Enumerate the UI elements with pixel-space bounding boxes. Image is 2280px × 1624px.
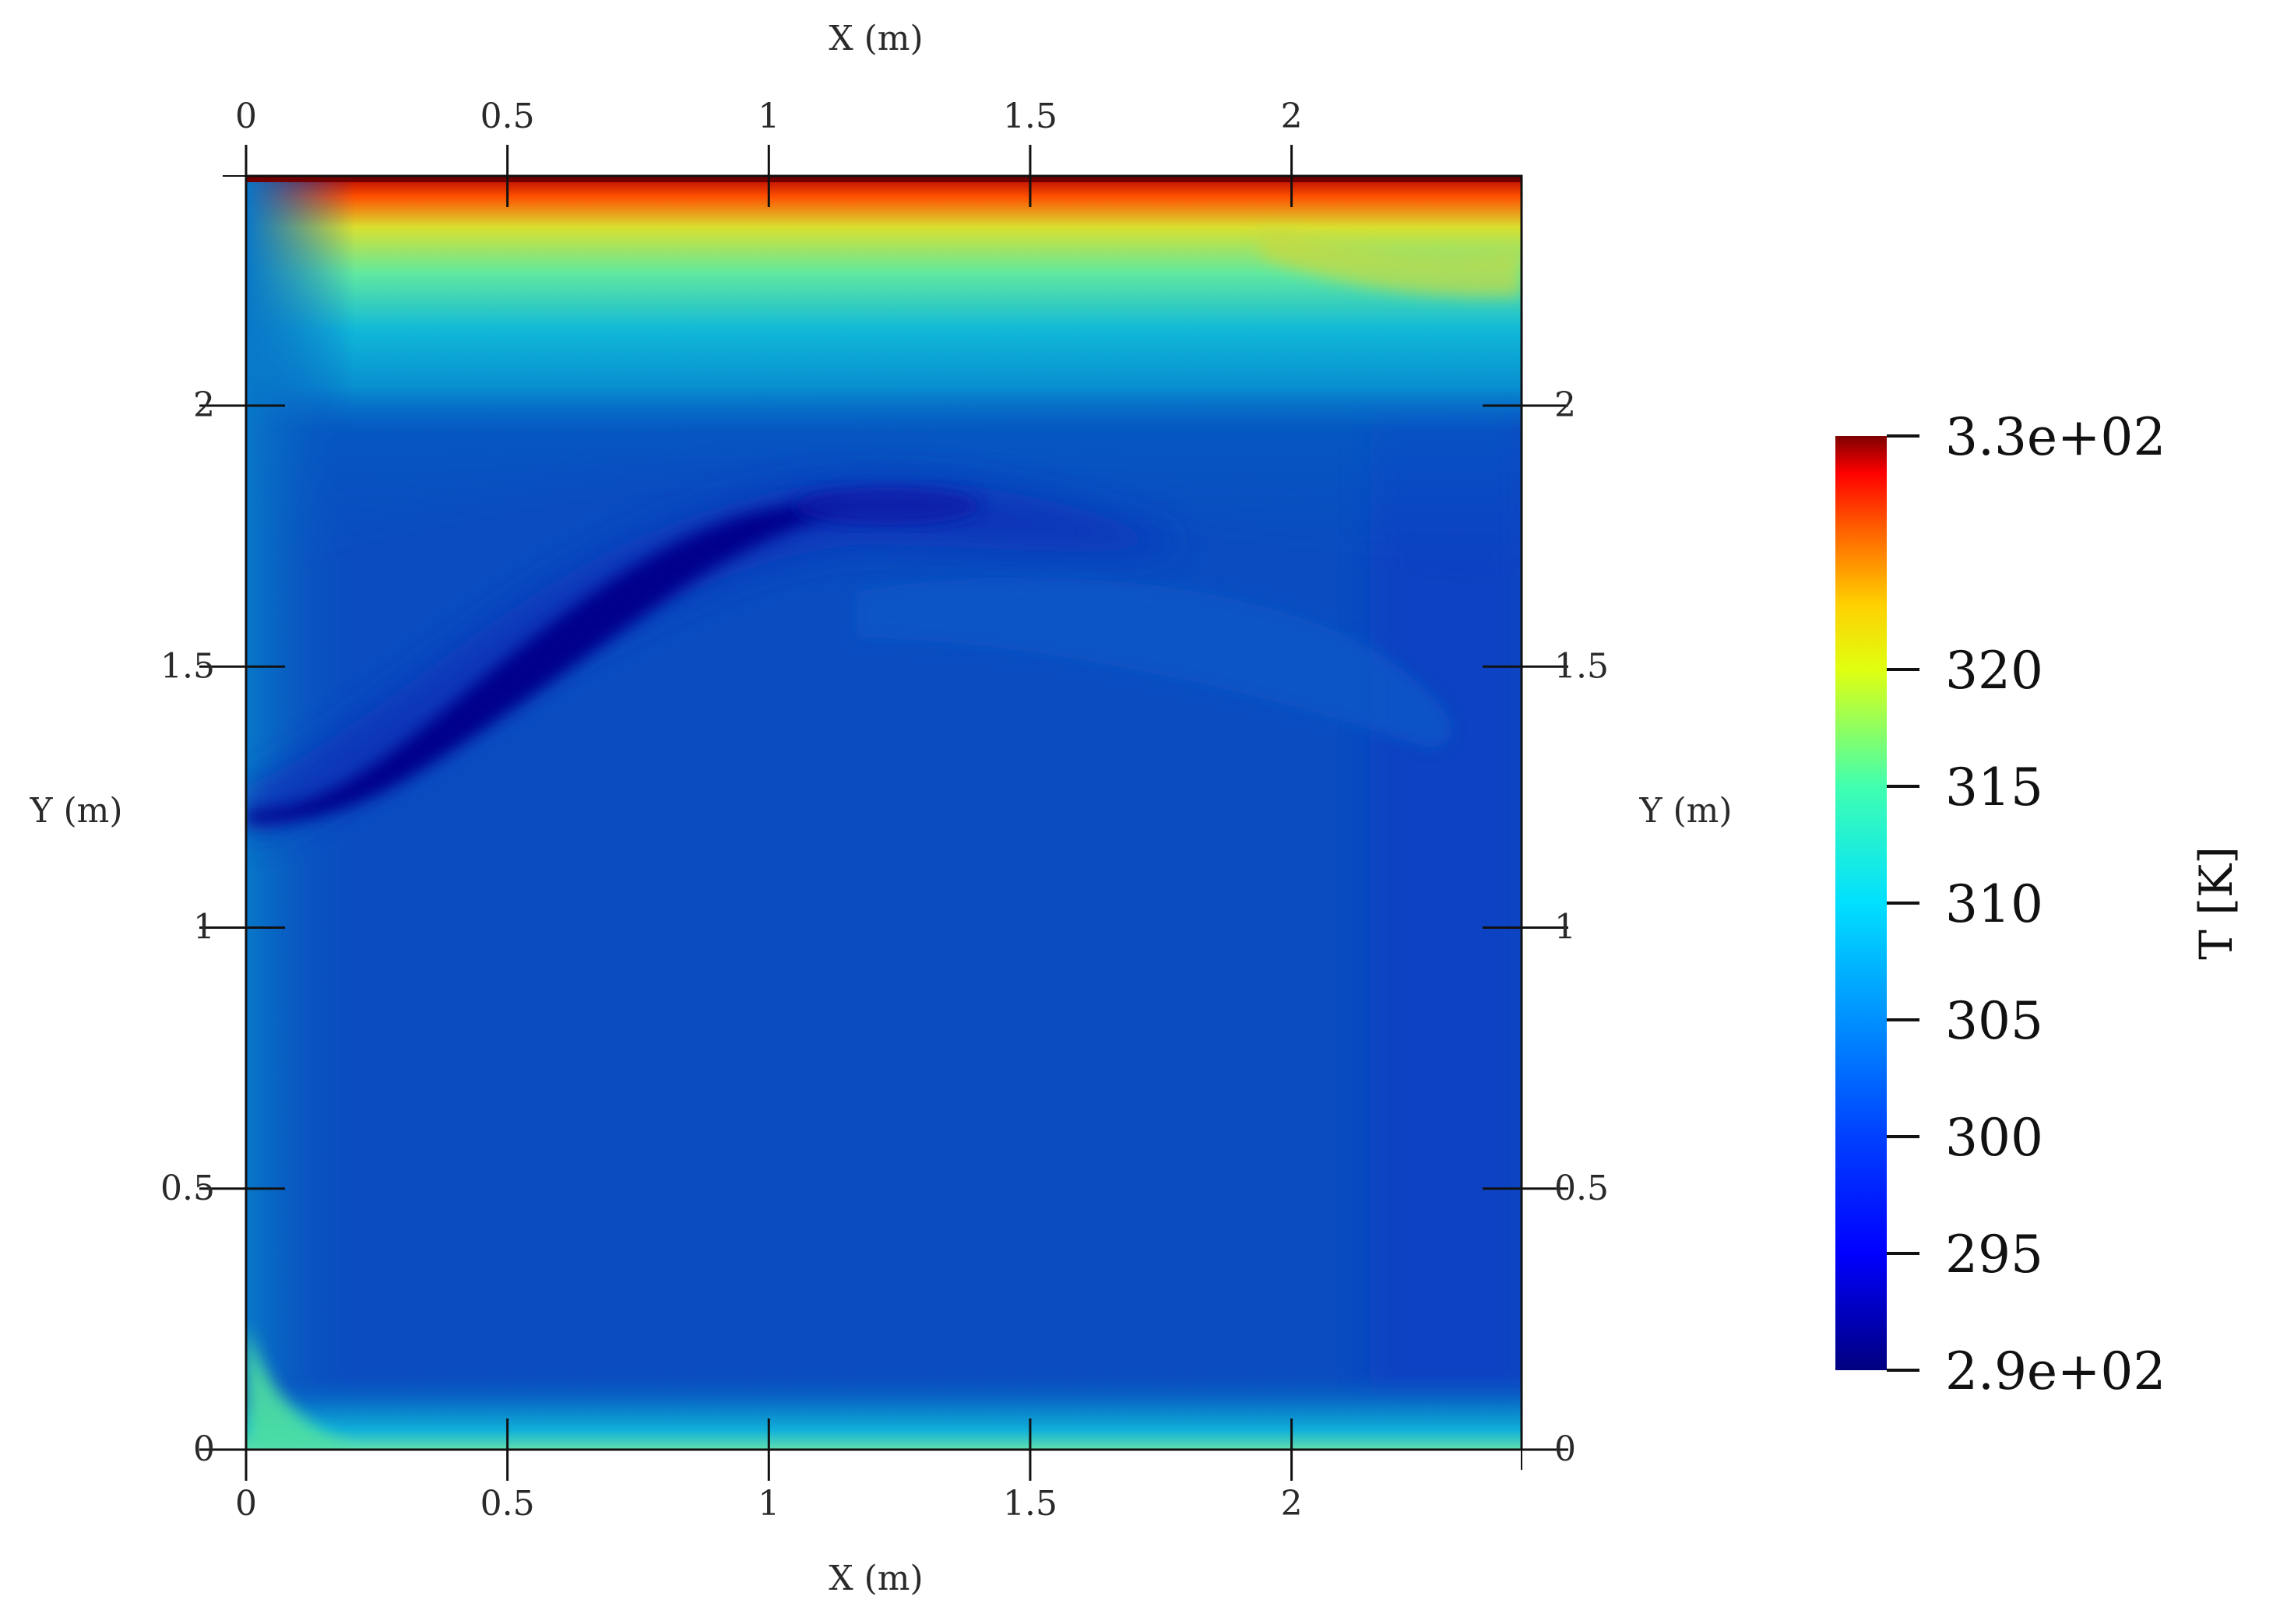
colorbar-tick-label: 2.9e+02 <box>1945 1341 2166 1401</box>
colorbar-title: T [K] <box>2190 846 2243 960</box>
y-left-tick-label: 1 <box>193 908 215 947</box>
y-right-tick-label: 0.5 <box>1554 1169 1609 1208</box>
colorbar-tick-label: 310 <box>1945 874 2043 934</box>
colorbar-tick-label: 305 <box>1945 991 2043 1051</box>
x-axis-title-top: X (m) <box>829 19 923 58</box>
y-axis-title-left: Y (m) <box>29 791 122 831</box>
y-left-tick-label: 0.5 <box>160 1169 215 1208</box>
x-bottom-tick-label: 0.5 <box>480 1484 535 1524</box>
recirculation-lobe <box>857 577 1452 747</box>
y-right-tick-label: 0 <box>1554 1429 1576 1469</box>
x-bottom-tick-label: 0 <box>235 1484 257 1524</box>
bottom-wall-layer <box>246 1372 1522 1450</box>
colorbar-tick-label: 315 <box>1945 758 2043 817</box>
x-top-tick-label: 2 <box>1281 97 1303 136</box>
bottom-left-warm-corner <box>246 1323 358 1450</box>
y-right-tick-label: 1 <box>1554 908 1576 947</box>
x-bottom-tick-label: 2 <box>1281 1484 1303 1524</box>
x-axis-title-bottom: X (m) <box>829 1559 923 1598</box>
hot-top-edge <box>246 176 1522 182</box>
hot-top-layer <box>246 176 1522 433</box>
y-right-tick-label: 2 <box>1554 385 1576 425</box>
colorbar-gradient <box>1835 436 1887 1370</box>
contour-field <box>246 176 1522 1450</box>
y-left-tick-label: 1.5 <box>160 646 215 686</box>
plot-frame <box>245 174 1523 1451</box>
x-axis-top: 0 0.5 1 1.5 2 <box>223 97 1315 207</box>
y-axis-left: 0 0.5 1 1.5 2 <box>160 385 285 1470</box>
colorbar-tick-label: 3.3e+02 <box>1945 407 2166 467</box>
y-left-tick-label: 2 <box>193 385 215 425</box>
colorbar-tick-label: 320 <box>1945 641 2043 701</box>
colorbar: 3.3e+02 320 315 310 305 300 295 2.9e+02 T [K] <box>1835 407 2243 1401</box>
x-top-tick-label: 1.5 <box>1003 97 1057 136</box>
colorbar-tick-label: 295 <box>1945 1225 2043 1285</box>
y-left-tick-label: 0 <box>193 1429 215 1469</box>
right-side-region <box>1370 389 1522 1440</box>
x-top-tick-label: 0.5 <box>480 97 535 136</box>
colorbar-ticks: 3.3e+02 320 315 310 305 300 295 2.9e+02 <box>1887 407 2166 1401</box>
y-axis-right: 0 0.5 1 1.5 2 <box>1483 385 1609 1470</box>
x-top-tick-label: 1 <box>758 97 779 136</box>
top-right-warm-patch <box>1261 226 1522 297</box>
x-bottom-tick-label: 1.5 <box>1003 1484 1057 1524</box>
cold-jet-tail <box>794 487 981 525</box>
cold-jet-core <box>246 502 857 824</box>
y-right-tick-label: 1.5 <box>1554 646 1609 686</box>
y-axis-title-right: Y (m) <box>1638 791 1732 831</box>
x-bottom-tick-label: 1 <box>758 1484 779 1524</box>
colorbar-tick-label: 300 <box>1945 1108 2043 1168</box>
x-top-tick-label: 0 <box>235 97 257 136</box>
